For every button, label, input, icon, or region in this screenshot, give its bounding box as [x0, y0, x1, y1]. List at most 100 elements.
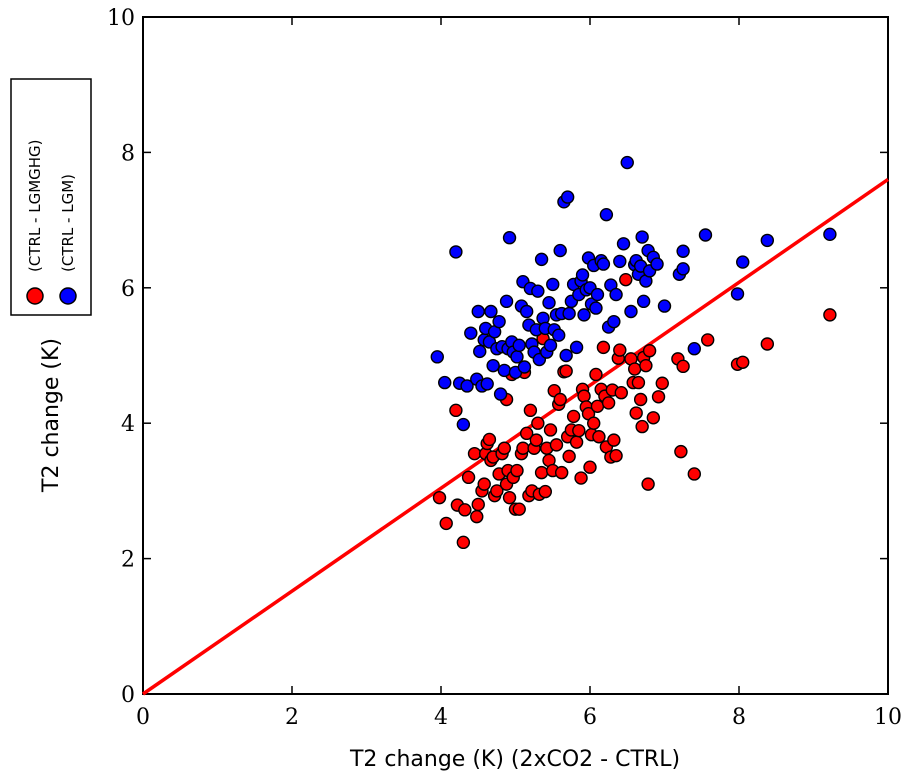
point-s0-98 — [651, 390, 666, 404]
legend-marker-lgmghg — [26, 287, 44, 305]
point-s1-5 — [460, 379, 474, 393]
legend-marker-lgm — [59, 287, 77, 305]
point-s0-85 — [619, 272, 633, 287]
point-s0-2 — [449, 403, 463, 418]
y-tick-label-5: 10 — [107, 6, 135, 31]
point-s0-64 — [577, 389, 591, 403]
point-s0-36 — [523, 403, 538, 418]
y-tick-label-0: 0 — [121, 683, 135, 708]
point-s0-57 — [562, 449, 576, 464]
point-s1-93 — [650, 257, 664, 271]
legend-frame — [10, 78, 92, 316]
point-s0-103 — [687, 467, 701, 481]
point-s1-16 — [486, 358, 500, 373]
point-s0-29 — [510, 463, 524, 478]
point-s0-102 — [676, 359, 690, 374]
x-axis-label: T2 change (K) (2xCO2 - CTRL) — [349, 747, 680, 772]
point-s0-9 — [471, 497, 485, 512]
point-s0-70 — [589, 367, 603, 382]
point-s0-34 — [519, 426, 534, 441]
point-s1-2 — [449, 245, 463, 259]
point-s0-18 — [490, 484, 504, 498]
point-s1-25 — [502, 231, 517, 245]
point-s0-99 — [655, 376, 669, 390]
point-s1-1 — [438, 375, 452, 390]
x-tick-label-1: 2 — [285, 705, 299, 730]
point-s0-11 — [477, 477, 491, 491]
point-s0-94 — [639, 358, 653, 373]
x-tick-label-0: 0 — [136, 705, 150, 730]
point-s0-84 — [614, 386, 628, 400]
point-s1-9 — [473, 344, 487, 359]
y-tick-label-4: 8 — [121, 141, 135, 166]
point-s0-77 — [601, 396, 616, 410]
point-s0-1 — [439, 516, 453, 531]
point-s1-71 — [590, 287, 605, 302]
point-s0-104 — [701, 333, 715, 347]
x-tick-label-4: 8 — [732, 705, 746, 730]
point-s1-102 — [760, 233, 775, 248]
point-s1-60 — [569, 340, 584, 355]
fit-line — [142, 178, 889, 696]
legend: (CTRL - LGMGHG) (CTRL - LGM) — [10, 78, 92, 316]
point-s1-48 — [546, 277, 560, 292]
point-s0-52 — [553, 392, 567, 407]
point-s1-81 — [620, 155, 634, 170]
point-s0-80 — [607, 433, 621, 447]
point-s1-78 — [609, 287, 623, 302]
point-s0-81 — [609, 448, 623, 463]
point-s0-106 — [736, 355, 750, 369]
point-s0-39 — [529, 433, 544, 447]
point-s1-63 — [575, 268, 590, 282]
point-s0-44 — [538, 484, 552, 499]
point-s0-107 — [760, 337, 775, 351]
point-s1-77 — [607, 314, 621, 329]
point-s1-51 — [552, 328, 566, 342]
point-s0-30 — [512, 502, 526, 516]
point-s0-42 — [534, 465, 549, 480]
point-s0-14 — [482, 432, 497, 447]
point-s1-87 — [635, 230, 649, 244]
point-s1-80 — [616, 237, 631, 251]
point-s1-42 — [534, 252, 549, 267]
point-s1-70 — [589, 301, 603, 315]
point-s1-100 — [730, 287, 745, 301]
point-s1-19 — [492, 314, 506, 329]
legend-label-lgmghg: (CTRL - LGMGHG) — [26, 139, 44, 272]
point-s1-33 — [517, 360, 532, 374]
x-tick-label-5: 10 — [874, 705, 901, 730]
point-s0-47 — [543, 423, 558, 437]
point-s1-79 — [613, 254, 627, 269]
point-s1-52 — [553, 243, 567, 258]
point-s0-5 — [458, 503, 472, 517]
point-s1-8 — [471, 304, 485, 319]
point-s0-69 — [587, 416, 601, 430]
point-s1-99 — [698, 228, 713, 242]
point-s0-50 — [549, 438, 564, 452]
point-s0-60 — [569, 435, 584, 449]
point-s1-22 — [497, 363, 512, 378]
point-s1-15 — [484, 304, 498, 319]
point-s1-29 — [510, 350, 524, 364]
y-tick-label-3: 6 — [121, 277, 135, 302]
point-s0-83 — [613, 343, 627, 357]
point-s0-90 — [631, 375, 646, 390]
point-s1-97 — [676, 262, 690, 276]
point-s0-40 — [531, 416, 545, 430]
point-s0-25 — [502, 490, 517, 505]
point-s0-61 — [572, 423, 586, 438]
legend-label-lgm: (CTRL - LGM) — [59, 174, 77, 272]
point-s1-88 — [636, 294, 651, 309]
axis-ticks: 0 2 4 6 8 10 0 2 4 6 8 10 — [107, 6, 901, 730]
point-s0-96 — [642, 344, 657, 358]
x-tick-label-2: 4 — [434, 705, 448, 730]
fit-line-layer — [142, 178, 889, 696]
point-s1-94 — [657, 299, 672, 313]
point-s1-56 — [560, 190, 575, 204]
point-s1-30 — [512, 338, 526, 353]
point-s0-101 — [674, 444, 688, 459]
point-s1-13 — [480, 377, 494, 391]
point-s0-89 — [629, 406, 643, 420]
point-s0-8 — [470, 509, 484, 524]
